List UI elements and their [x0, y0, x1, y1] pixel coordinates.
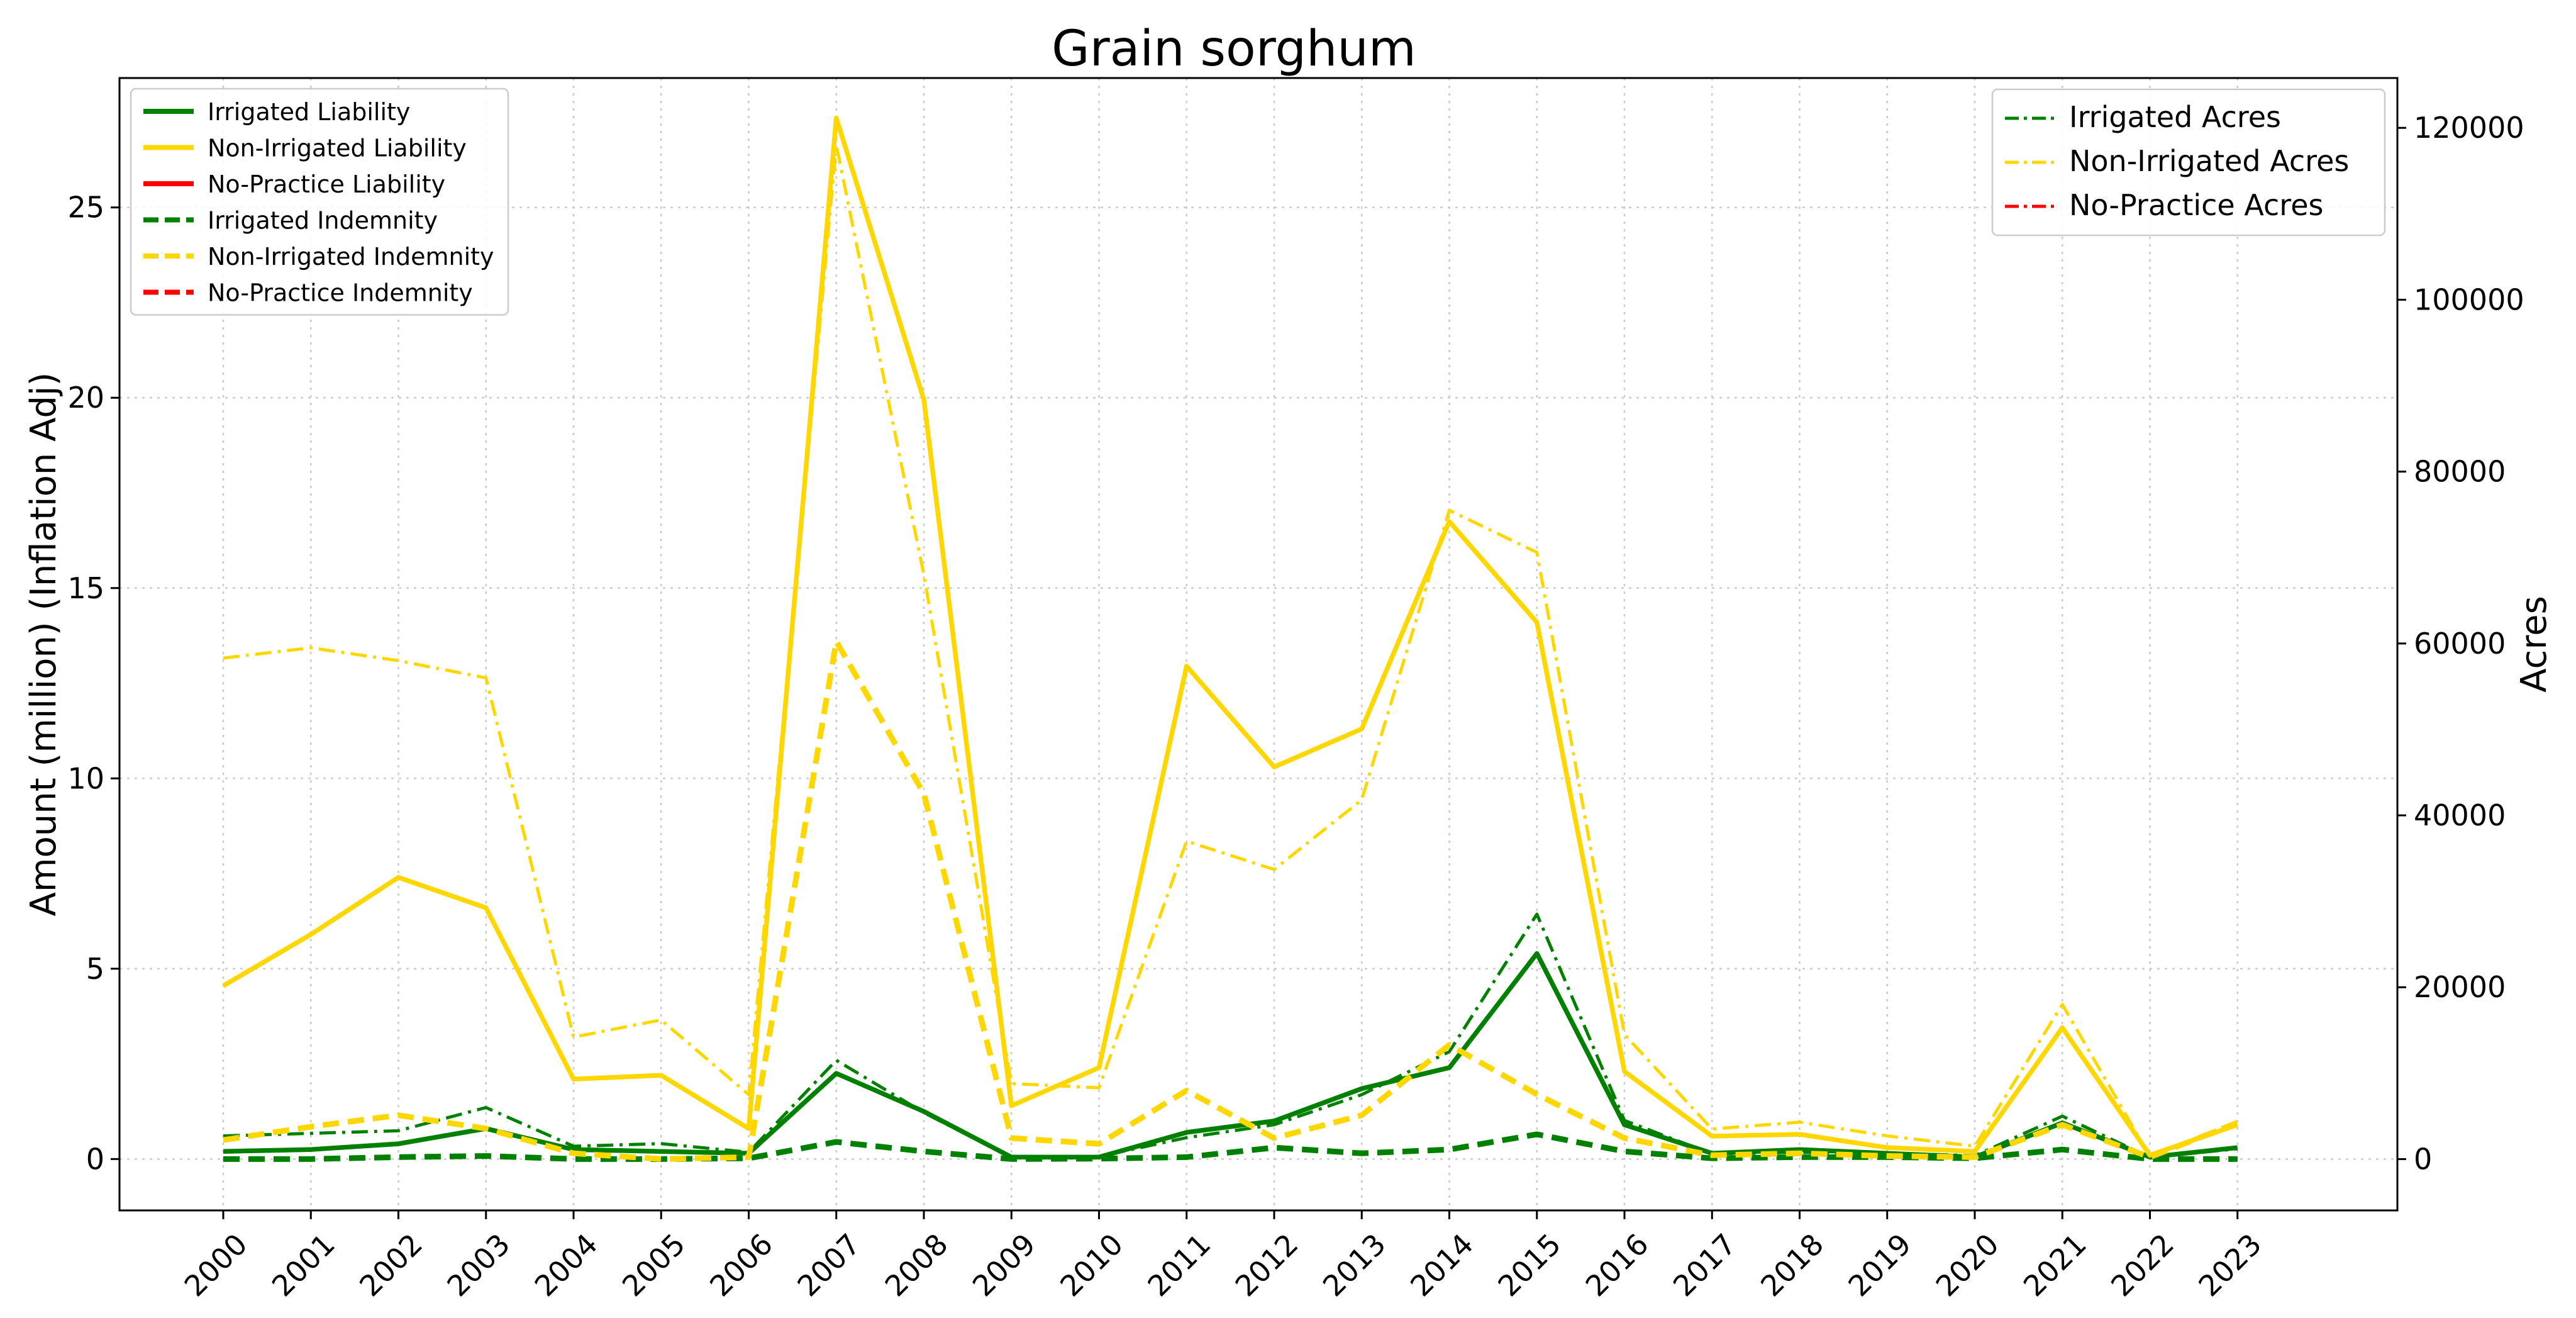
y-right-tick-label: 20000	[2414, 970, 2506, 1004]
legend-label-no-practice-acres: No-Practice Acres	[2069, 188, 2323, 222]
series-non-irrigated-indemnity-line	[223, 638, 2239, 1162]
legend-label-non-irrigated-liability: Non-Irrigated Liability	[208, 135, 467, 162]
y-right-tick-label: 0	[2414, 1142, 2432, 1176]
legend-left: Irrigated Liability Non-Irrigated Liabili…	[130, 87, 509, 316]
legend-label-no-practice-indemnity: No-Practice Indemnity	[208, 279, 473, 307]
legend-label-non-irrigated-acres: Non-Irrigated Acres	[2069, 144, 2349, 178]
y-axis-left: 0 5 10 15 20 25	[67, 191, 119, 1176]
legend-label-irrigated-acres: Irrigated Acres	[2069, 100, 2281, 134]
chart-title: Grain sorghum	[1052, 21, 1416, 77]
y-right-tick-label: 120000	[2414, 111, 2524, 145]
legend-label-irrigated-indemnity: Irrigated Indemnity	[208, 207, 438, 235]
legend-label-irrigated-liability: Irrigated Liability	[208, 98, 410, 126]
y-left-tick-label: 15	[67, 571, 104, 605]
y-left-tick-label: 0	[86, 1142, 104, 1176]
y-right-tick-label: 80000	[2414, 455, 2506, 489]
series-irrigated-indemnity-line	[223, 1131, 2238, 1162]
legend-box	[130, 87, 509, 316]
y-right-tick-label: 40000	[2414, 798, 2506, 832]
legend-label-non-irrigated-indemnity: Non-Irrigated Indemnity	[208, 243, 494, 271]
y-left-tick-label: 25	[67, 191, 104, 225]
legend-right: Irrigated Acres Non-Irrigated Acres No-Pra…	[1991, 88, 2386, 237]
y-left-tick-label: 5	[86, 952, 104, 986]
y-left-tick-label: 10	[67, 761, 104, 795]
y-axis-right: 0 20000 40000 60000 80000 100000 120000	[2397, 111, 2524, 1176]
series-non-irrigated-liability-line	[222, 115, 2238, 1158]
y-right-tick-label: 100000	[2414, 282, 2524, 316]
y-right-tick-label: 60000	[2414, 627, 2506, 661]
legend-box	[1991, 88, 2386, 237]
y-axis-left-label: Amount (million) (Inflation Adj)	[23, 372, 64, 917]
series-layer	[222, 115, 2239, 1162]
legend-label-no-practice-liability: No-Practice Liability	[208, 170, 445, 198]
y-left-tick-label: 20	[67, 381, 104, 415]
y-axis-right-label: Acres	[2514, 596, 2555, 693]
